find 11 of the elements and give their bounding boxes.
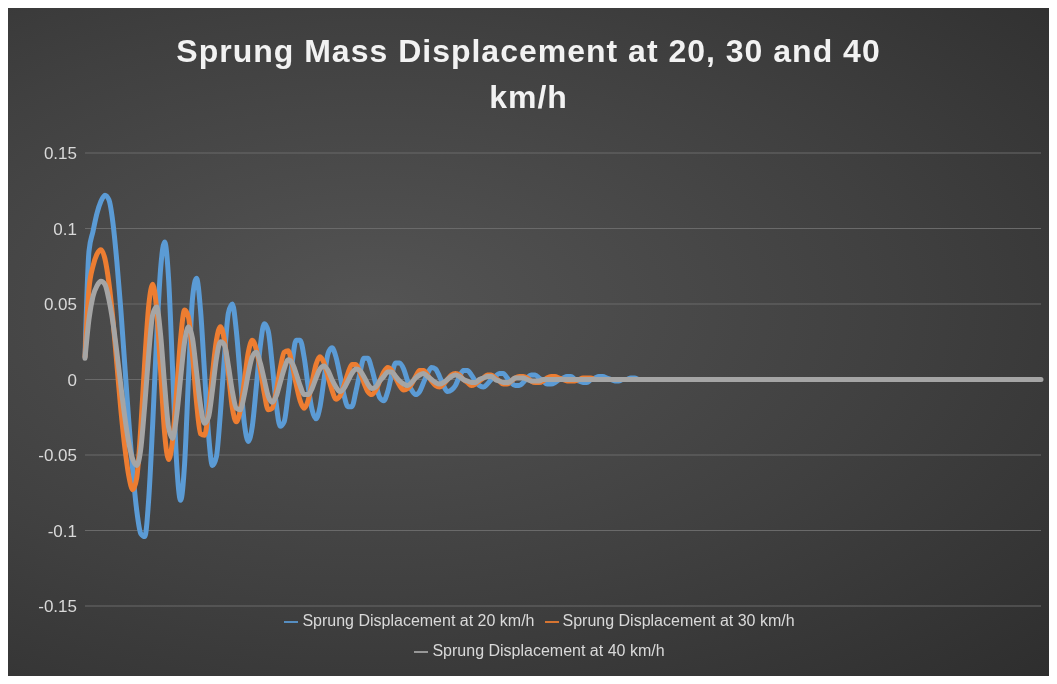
y-tick-label: 0 (67, 370, 77, 390)
y-tick-label: 0.15 (43, 144, 77, 164)
y-tick-label: -0.15 (38, 597, 77, 617)
y-tick-label: 0.05 (43, 295, 77, 315)
y-tick-label: -0.05 (38, 446, 77, 466)
y-tick-label: 0.1 (53, 219, 77, 239)
legend-label: Sprung Displacement at 20 km/h (302, 612, 535, 629)
legend-label: Sprung Displacement at 40 km/h (432, 642, 665, 659)
y-tick-label: -0.1 (47, 521, 77, 541)
legend-label: Sprung Displacement at 30 km/h (562, 612, 795, 629)
chart-title: Sprung Mass Displacement at 20, 30 and 40 km/h (175, 32, 882, 117)
